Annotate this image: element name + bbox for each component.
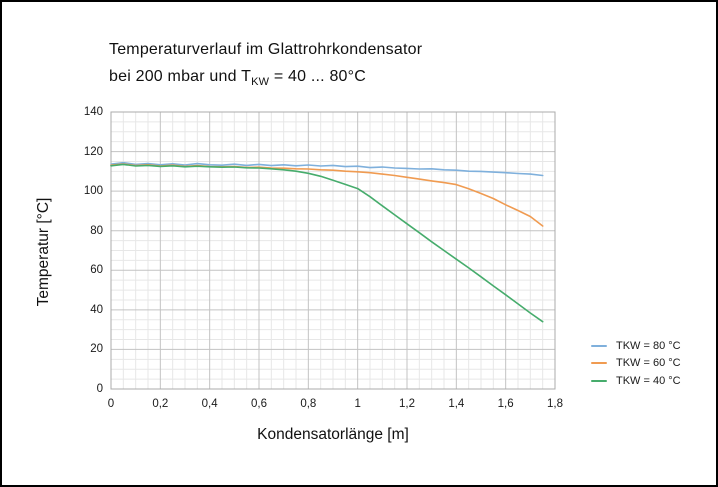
y-axis-title: Temperatur [°C] (35, 197, 52, 307)
x-tick-label: 1,2 (399, 398, 415, 410)
x-tick-label: 1,6 (497, 398, 514, 410)
legend-item: TKW = 40 °C (591, 372, 681, 390)
legend-label: TKW = 60 °C (616, 357, 681, 370)
legend-line-swatch (591, 344, 607, 347)
x-tick-label: 1 (354, 398, 361, 410)
y-tick-label: 0 (96, 383, 103, 395)
legend-line-swatch (591, 362, 607, 365)
series-line-2 (110, 163, 544, 323)
y-tick-label: 80 (90, 224, 103, 237)
y-tick-label: 120 (83, 145, 103, 158)
x-tick-label: 0,6 (251, 398, 267, 410)
chart-title-line2-suffix: = 40 ... 80°C (269, 68, 366, 85)
legend-item: TKW = 80 °C (591, 337, 681, 355)
x-tick-label: 0,8 (300, 398, 317, 410)
chart-title-line2-subscript: KW (251, 76, 270, 89)
y-tick-label: 40 (90, 303, 103, 316)
x-tick-label: 1,4 (448, 398, 465, 410)
x-axis-title: Kondensatorlänge [m] (257, 426, 409, 443)
x-tick-label: 0 (107, 398, 115, 410)
y-tick-label: 20 (90, 343, 103, 356)
legend-line-swatch (591, 379, 607, 382)
x-tick-label: 0,4 (201, 398, 218, 410)
chart-title-line1: Temperaturverlauf im Glattrohrkondensato… (109, 41, 423, 58)
y-tick-label: 140 (83, 106, 103, 118)
chart-title-line2: bei 200 mbar und TKW = 40 ... 80°C (109, 63, 422, 96)
legend-label: TKW = 80 °C (616, 339, 681, 352)
legend: TKW = 80 °C TKW = 60 °C TKW = 40 °C (591, 337, 681, 390)
chart-title-line2-prefix: bei 200 mbar und T (109, 68, 252, 85)
chart-title-block: Temperaturverlauf im Glattrohrkondensato… (109, 36, 422, 96)
plot-border (110, 111, 556, 390)
x-tick-label: 0,2 (152, 398, 169, 410)
x-tick-label: 1,8 (547, 398, 563, 410)
series-line-0 (110, 161, 544, 177)
y-tick-label: 60 (90, 264, 103, 277)
legend-label: TKW = 40 °C (616, 374, 681, 387)
series-line-1 (110, 163, 544, 227)
y-tick-label: 100 (83, 185, 103, 198)
legend-item: TKW = 60 °C (591, 355, 681, 373)
